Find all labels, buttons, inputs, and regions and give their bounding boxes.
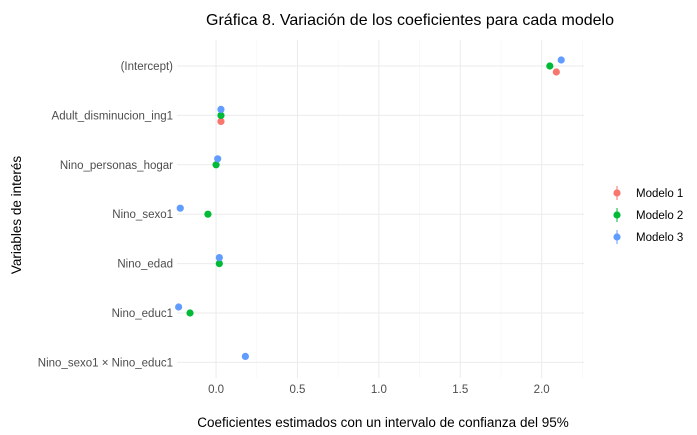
data-points	[175, 56, 565, 360]
legend-label: Modelo 1	[636, 188, 683, 200]
point-modelo-2	[215, 260, 223, 268]
y-axis-title: Variables de interés	[9, 156, 24, 275]
x-tick-label: 2.0	[534, 384, 550, 396]
point-modelo-3	[241, 352, 249, 360]
legend-key-point	[613, 211, 621, 219]
legend: Modelo 1 Modelo 2 Modelo 3	[613, 186, 683, 244]
x-tick-label: 1.0	[371, 384, 387, 396]
point-modelo-3	[176, 204, 184, 212]
x-tick-labels: 0.0 0.5 1.0 1.5 2.0	[208, 384, 550, 396]
y-tick-labels: (Intercept) Adult_disminucion_ing1 Nino_pe…	[38, 61, 173, 369]
point-modelo-3	[215, 254, 223, 262]
legend-label: Modelo 3	[636, 232, 683, 244]
point-modelo-2	[212, 161, 220, 169]
point-modelo-3	[217, 105, 225, 113]
x-tick-label: 1.5	[452, 384, 468, 396]
x-axis-title: Coeficientes estimados con un intervalo …	[197, 415, 568, 430]
y-tick-label: Nino_sexo1 × Nino_educ1	[38, 357, 173, 369]
point-modelo-3	[557, 56, 565, 64]
point-modelo-1	[217, 117, 225, 125]
y-tick-label: Nino_edad	[117, 259, 173, 271]
legend-key-point	[613, 233, 621, 241]
point-modelo-2	[204, 210, 212, 218]
y-tick-label: Adult_disminucion_ing1	[52, 110, 173, 122]
x-tick-label: 0.0	[208, 384, 224, 396]
legend-key-point	[613, 189, 621, 197]
x-tick-label: 0.5	[289, 384, 305, 396]
chart-title: Gráfica 8. Variación de los coeficientes…	[206, 12, 614, 29]
legend-label: Modelo 2	[636, 210, 683, 222]
grid-lines	[177, 40, 584, 378]
point-modelo-3	[175, 303, 183, 311]
y-tick-label: Nino_personas_hogar	[60, 160, 173, 172]
point-modelo-1	[552, 68, 560, 76]
point-modelo-2	[546, 62, 554, 70]
y-tick-label: Nino_educ1	[112, 308, 173, 320]
point-modelo-2	[186, 309, 194, 317]
y-tick-label: (Intercept)	[121, 61, 174, 73]
y-tick-label: Nino_sexo1	[112, 209, 173, 221]
point-modelo-2	[217, 111, 225, 119]
point-modelo-3	[214, 155, 222, 163]
